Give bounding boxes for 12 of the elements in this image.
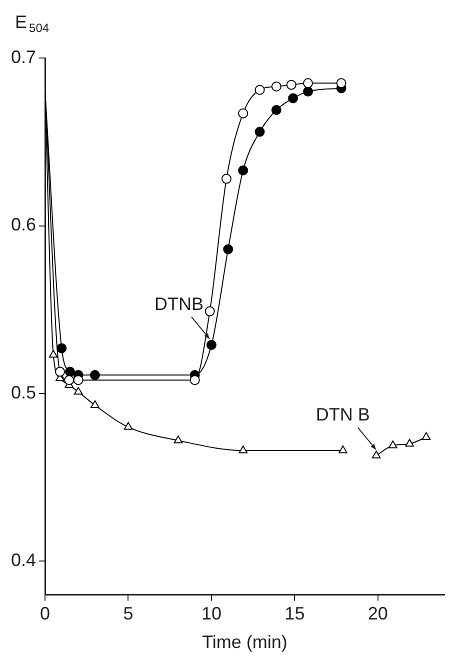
annotation: DTN B xyxy=(316,404,370,425)
x-tick-label: 0 xyxy=(40,604,50,624)
y-tick-label: 0.4 xyxy=(10,550,36,570)
y-tick-label: 0.5 xyxy=(10,382,36,402)
y-tick-label: 0.6 xyxy=(10,214,36,235)
x-tick-label: 15 xyxy=(284,604,305,624)
y-tick-label: 0.7 xyxy=(10,46,36,67)
annotation: DTNB xyxy=(154,294,204,314)
x-tick-label: 10 xyxy=(201,604,222,624)
x-axis-title: Time (min) xyxy=(202,632,288,652)
x-tick-label: 5 xyxy=(123,604,134,624)
x-tick-label: 20 xyxy=(368,604,388,624)
